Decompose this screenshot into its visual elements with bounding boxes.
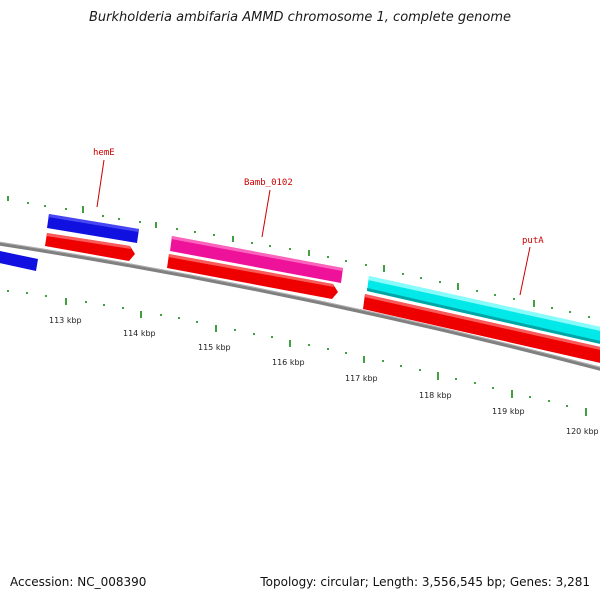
gene-label-hemE: hemE: [93, 148, 115, 158]
scale-label-113: 113 kbp: [49, 316, 82, 325]
lower-tick-track: [7, 290, 587, 416]
gene-blue-left-edge[interactable]: [0, 250, 38, 271]
scale-label-115: 115 kbp: [198, 343, 231, 352]
gene-red-1[interactable]: [45, 233, 135, 261]
gene-label-Bamb_0102: Bamb_0102: [244, 178, 293, 188]
scale-label-118: 118 kbp: [419, 391, 452, 400]
hemE-leader-line: [96, 159, 105, 208]
genome-summary-text: Topology: circular; Length: 3,556,545 bp…: [260, 575, 590, 589]
scale-label-119: 119 kbp: [492, 407, 525, 416]
genome-title: Burkholderia ambifaria AMMD chromosome 1…: [88, 10, 512, 25]
chromosome-backbone: [0, 241, 600, 371]
gene-putA[interactable]: [367, 276, 600, 345]
gene-label-putA: putA: [522, 236, 544, 246]
upper-tick-track: [7, 196, 590, 318]
bamb-leader-line: [261, 189, 271, 238]
gene-hemE[interactable]: [47, 214, 139, 243]
scale-label-117: 117 kbp: [345, 374, 378, 383]
putA-leader-line: [519, 246, 531, 296]
gene-Bamb_0102[interactable]: [170, 236, 343, 283]
accession-text: Accession: NC_008390: [10, 575, 147, 589]
gene-red-2[interactable]: [167, 254, 338, 299]
gene-red-3[interactable]: [363, 294, 600, 364]
scale-label-120: 120 kbp: [566, 427, 599, 436]
scale-label-114: 114 kbp: [123, 329, 156, 338]
scale-label-116: 116 kbp: [272, 358, 305, 367]
